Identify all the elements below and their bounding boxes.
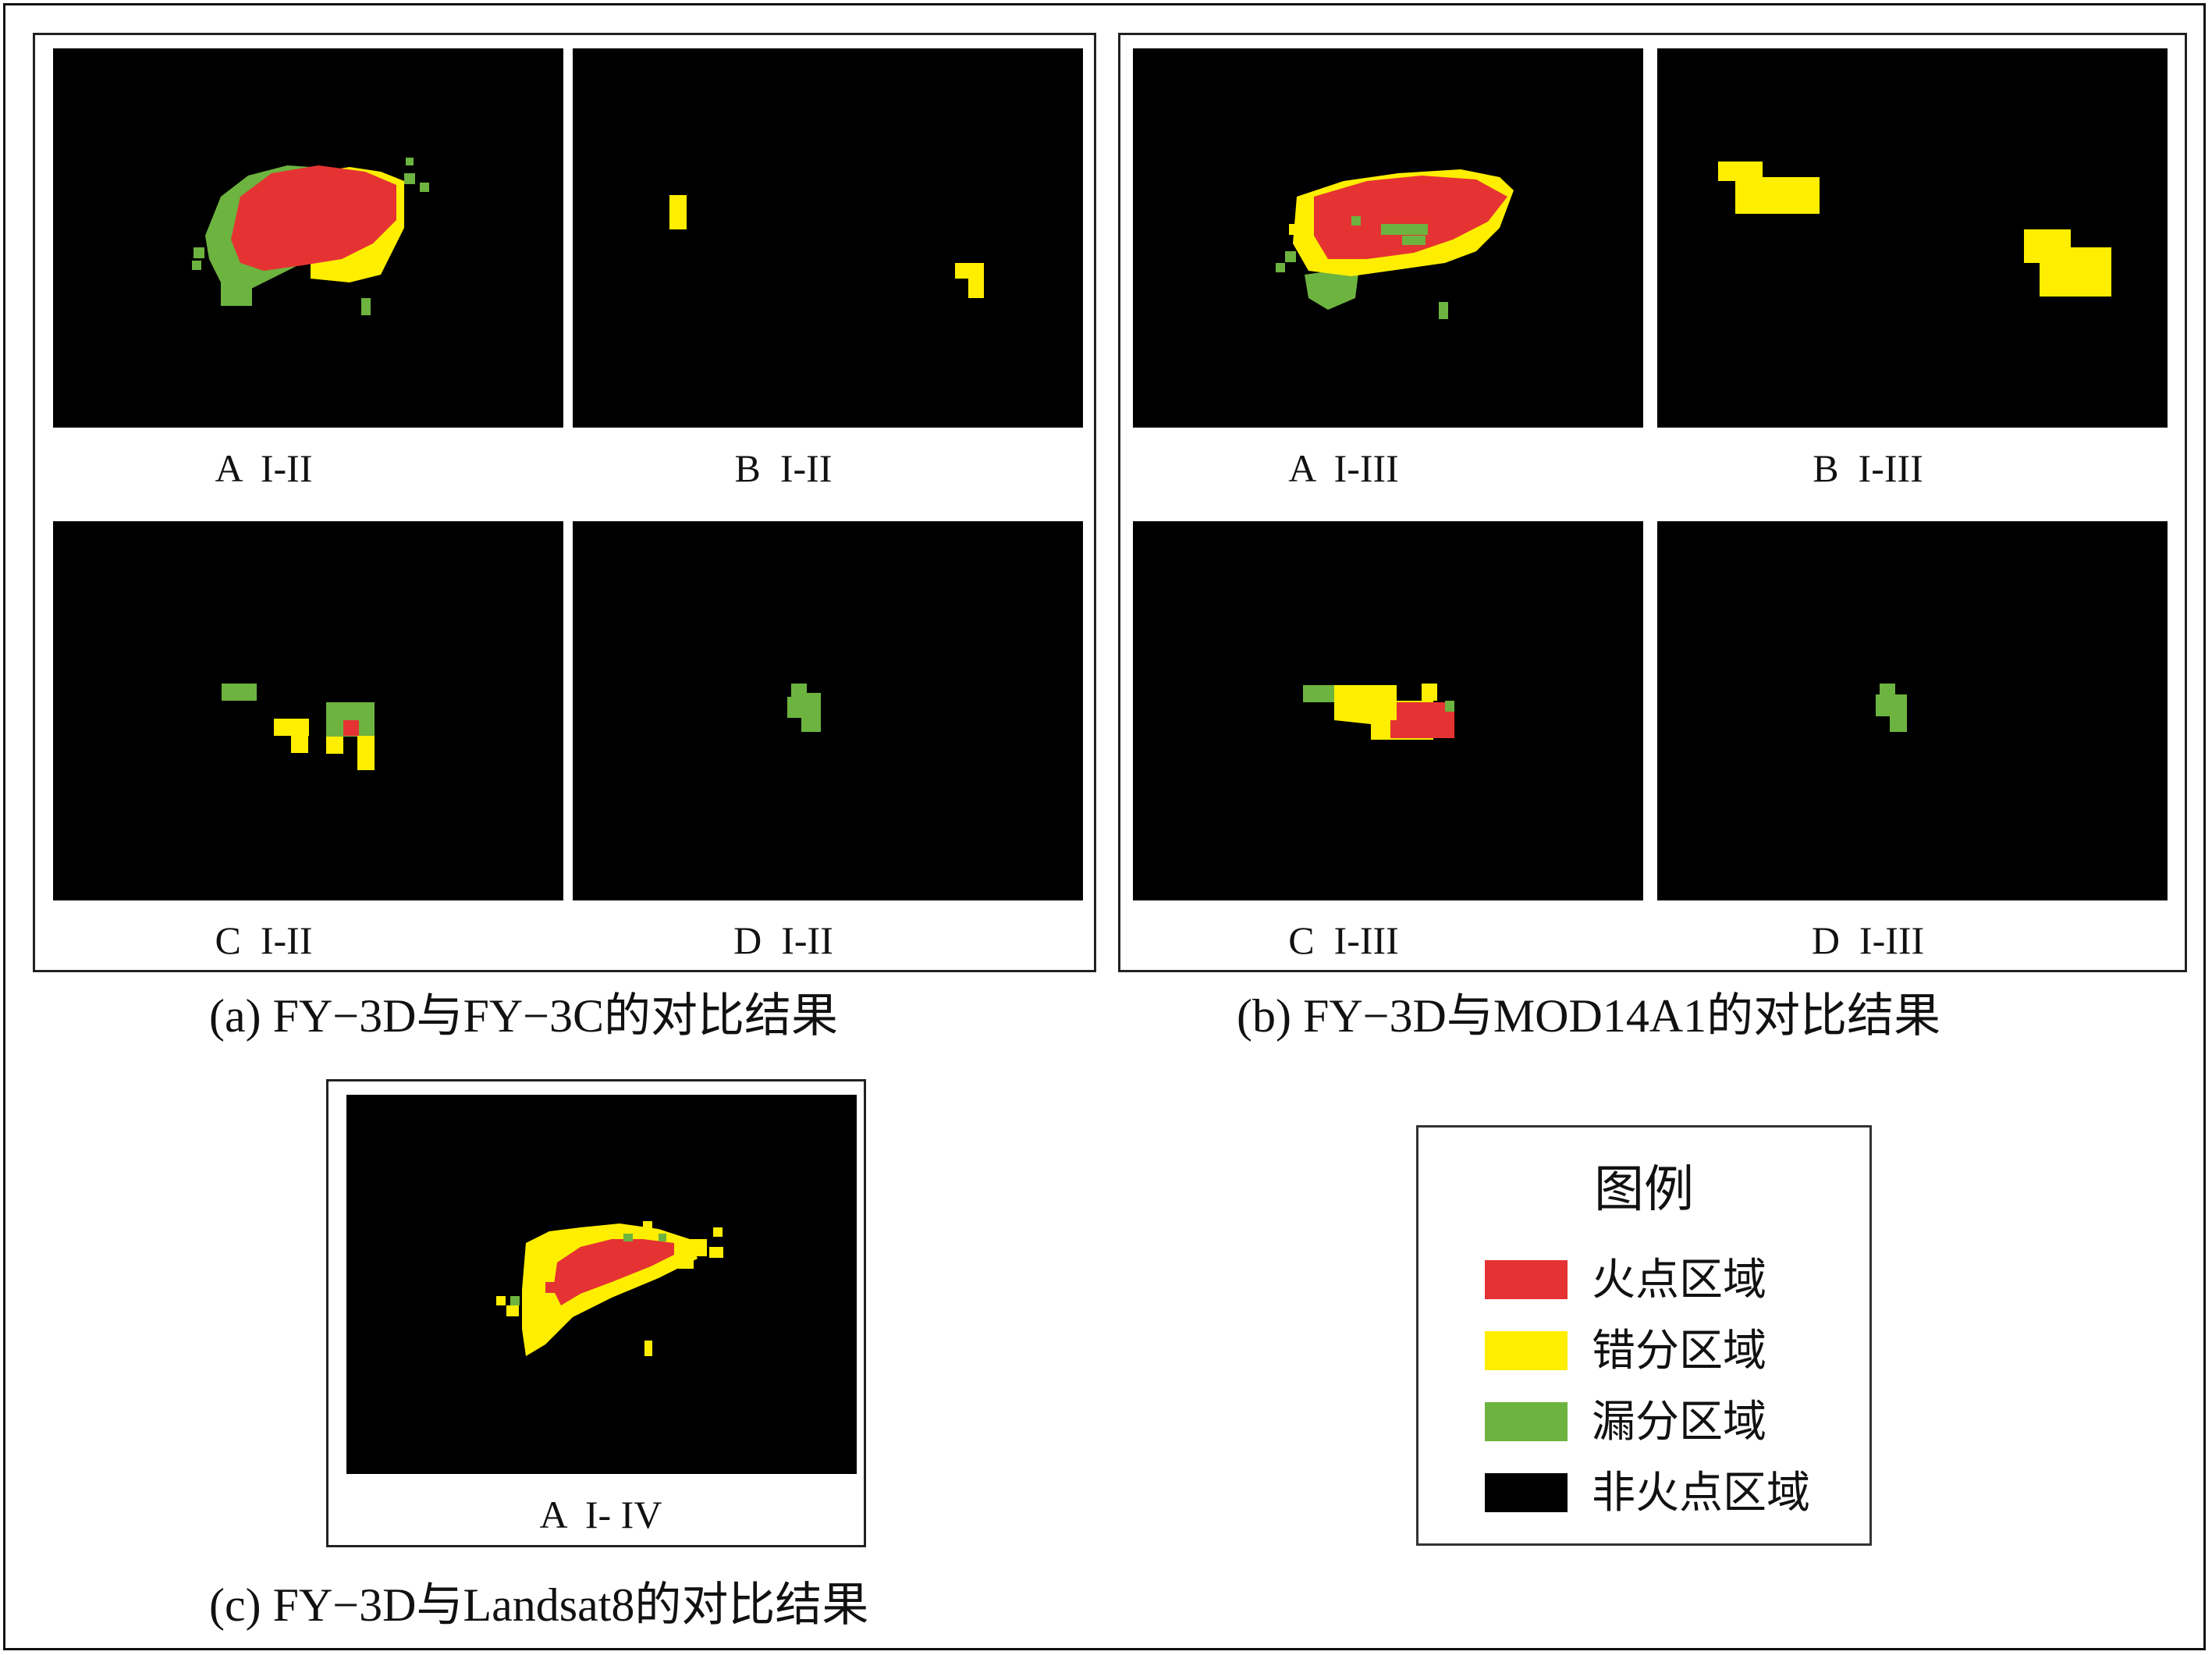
panel-b-D-label: D I-III	[1811, 918, 1925, 962]
figure-frame	[3, 3, 2206, 1650]
panel-b-B	[1657, 48, 2168, 428]
panel-b-D	[1657, 521, 2168, 900]
legend-label: 错分区域	[1592, 1327, 1766, 1376]
panel-a-A-label: A I-II	[215, 446, 313, 490]
non-fire-swatch	[1485, 1473, 1568, 1512]
panel-c-A	[346, 1095, 857, 1474]
legend-title: 图例	[1594, 1162, 1694, 1217]
panel-b-B-label: B I-III	[1813, 446, 1923, 490]
panel-a-C	[53, 521, 563, 900]
caption-a: (a) FY−3D与FY−3C的对比结果	[209, 990, 839, 1042]
legend-label: 火点区域	[1592, 1256, 1766, 1305]
panel-a-D-label: D I-II	[733, 918, 833, 962]
caption-b: (b) FY−3D与MOD14A1的对比结果	[1237, 990, 1941, 1042]
panel-c-A-label: A I- IV	[539, 1493, 662, 1536]
panel-b-C-label: C I-III	[1288, 918, 1399, 962]
panel-b-C	[1133, 521, 1643, 900]
legend-label: 漏分区域	[1592, 1398, 1766, 1447]
panel-b-A-label: A I-III	[1288, 446, 1399, 490]
omission-swatch	[1485, 1402, 1568, 1441]
panel-b-A	[1133, 48, 1643, 428]
caption-c: (c) FY−3D与Landsat8的对比结果	[209, 1579, 869, 1631]
panel-a-B-label: B I-II	[734, 446, 833, 490]
legend-label: 非火点区域	[1592, 1469, 1810, 1518]
panel-a-C-label: C I-II	[215, 918, 313, 962]
legend: 图例 火点区域 错分区域 漏分区域 非火点区域	[1416, 1125, 1872, 1546]
panel-a-B	[573, 48, 1083, 428]
panel-a-D	[573, 521, 1083, 900]
commission-swatch	[1485, 1331, 1568, 1370]
panel-a-A	[53, 48, 563, 428]
fire-swatch	[1485, 1260, 1568, 1299]
